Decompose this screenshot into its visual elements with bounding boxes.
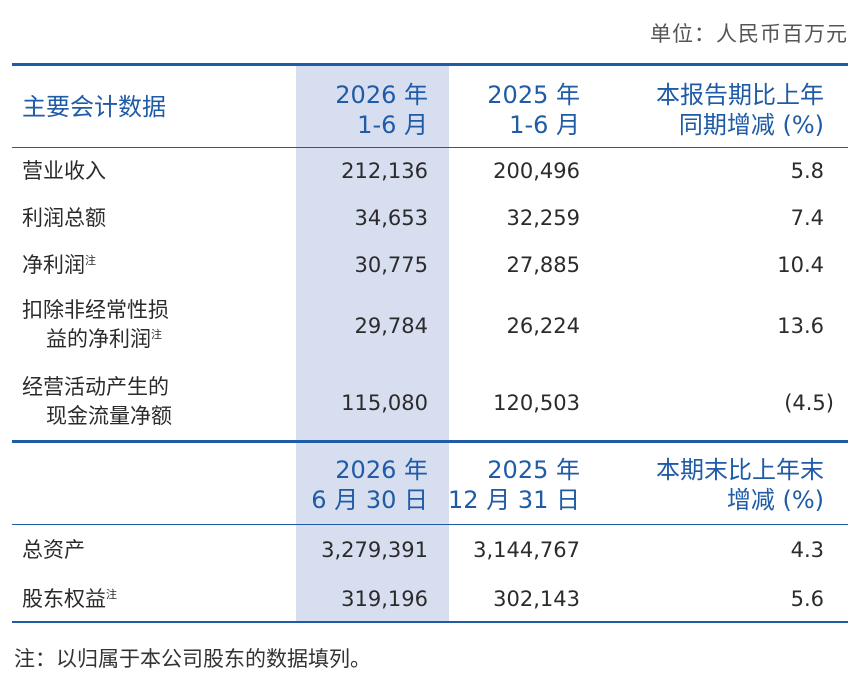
row-value: 200,496 — [493, 159, 580, 183]
row-value: 32,259 — [506, 206, 580, 230]
column-header-2026-jun30-line2: 6 月 30 日 — [311, 486, 428, 514]
row-value: 3,144,767 — [473, 538, 580, 562]
row-value: 115,080 — [341, 391, 428, 415]
column-header-2026-jun30-line1: 2026 年 — [335, 456, 428, 484]
row-value: 29,784 — [354, 314, 428, 338]
row-label-text: 益的净利润 — [46, 327, 151, 351]
row-value: 30,775 — [354, 253, 428, 277]
column-header-label: 主要会计数据 — [22, 93, 166, 121]
row-label-text: 股东权益 — [22, 587, 106, 611]
row-label-adjusted-net-profit-line2: 益的净利润注 — [46, 326, 162, 352]
row-value: 4.3 — [790, 538, 824, 562]
column-header-2025h1-line1: 2025 年 — [487, 81, 580, 109]
column-header-2025-dec31-line2: 12 月 31 日 — [448, 486, 580, 514]
column-header-2026h1-line2: 1-6 月 — [357, 111, 428, 139]
row-value: 302,143 — [493, 587, 580, 611]
row-value: (4.5) — [784, 391, 834, 415]
row-label-total-profit: 利润总额 — [22, 206, 106, 230]
row-label-operating-cash-flow-line2: 现金流量净额 — [46, 404, 172, 428]
row-value: 27,885 — [506, 253, 580, 277]
row-value: 212,136 — [341, 159, 428, 183]
row-label-shareholders-equity: 股东权益注 — [22, 586, 117, 612]
column-header-2025h1-line2: 1-6 月 — [509, 111, 580, 139]
column-header-change-line1: 本报告期比上年 — [656, 81, 824, 109]
footnote-marker: 注 — [85, 254, 96, 267]
unit-label: 单位：人民币百万元 — [650, 22, 848, 46]
column-header-change-line2: 同期增减 (%) — [678, 111, 824, 139]
column-header-2025-dec31-line1: 2025 年 — [487, 456, 580, 484]
highlight-column-top — [296, 66, 449, 440]
row-value: 10.4 — [777, 253, 824, 277]
row-value: 5.8 — [790, 159, 824, 183]
column-header-period-change-line1: 本期末比上年末 — [656, 456, 824, 484]
footnote: 注：以归属于本公司股东的数据填列。 — [14, 647, 371, 671]
header-rule-2 — [12, 524, 848, 525]
row-value: 26,224 — [506, 314, 580, 338]
row-label-operating-cash-flow-line1: 经营活动产生的 — [22, 375, 169, 399]
row-label-adjusted-net-profit-line1: 扣除非经常性损 — [22, 298, 169, 322]
column-header-2026h1-line1: 2026 年 — [335, 81, 428, 109]
row-label-text: 净利润 — [22, 253, 85, 277]
row-value: 13.6 — [777, 314, 824, 338]
row-label-net-profit: 净利润注 — [22, 252, 96, 278]
row-value: 319,196 — [341, 587, 428, 611]
column-header-period-change-line2: 增减 (%) — [726, 486, 824, 514]
bottom-rule — [12, 621, 848, 623]
top-rule — [12, 63, 848, 66]
row-label-revenue: 营业收入 — [22, 159, 106, 183]
section-rule — [12, 440, 848, 443]
row-label-total-assets: 总资产 — [22, 538, 85, 562]
footnote-marker: 注 — [151, 328, 162, 341]
row-value: 3,279,391 — [321, 538, 428, 562]
row-value: 5.6 — [790, 587, 824, 611]
highlight-column-bottom — [296, 443, 449, 621]
row-value: 34,653 — [354, 206, 428, 230]
row-value: 7.4 — [790, 206, 824, 230]
footnote-marker: 注 — [106, 588, 117, 601]
header-rule-1 — [12, 147, 848, 148]
row-value: 120,503 — [493, 391, 580, 415]
